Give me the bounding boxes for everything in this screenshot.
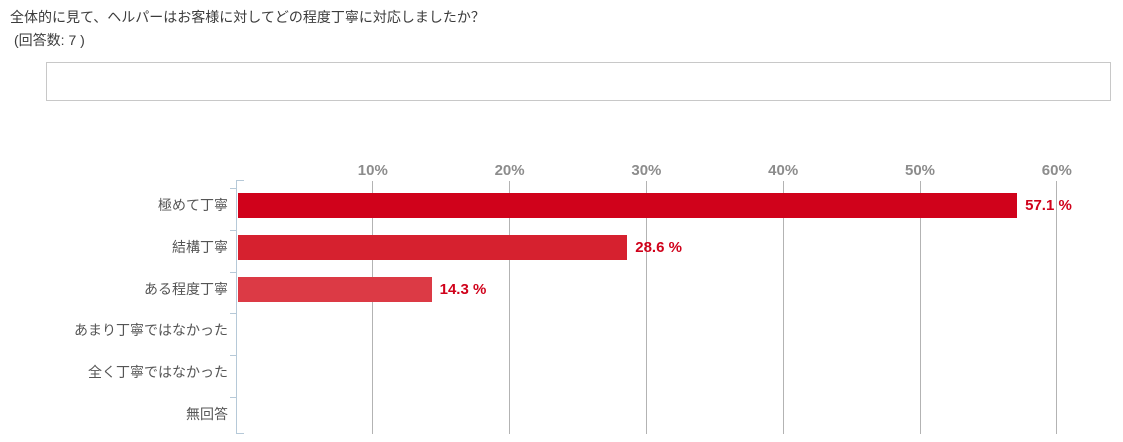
response-count: (回答数: 7 ) <box>14 32 85 48</box>
x-tick-label: 40% <box>768 162 799 179</box>
bar <box>238 235 628 261</box>
x-tick-label: 60% <box>1041 162 1072 179</box>
row-tick <box>230 188 236 190</box>
row-tick <box>230 396 236 398</box>
row-tick <box>230 313 236 315</box>
y-axis-line <box>236 180 237 434</box>
gridline <box>645 181 647 434</box>
empty-info-box <box>46 62 1111 101</box>
bar <box>238 276 432 302</box>
axis-bottom-bracket <box>236 433 244 434</box>
gridline <box>919 181 921 434</box>
x-tick-label: 10% <box>357 162 388 179</box>
bar <box>238 193 1018 219</box>
gridline <box>782 181 784 434</box>
category-label: 全く丁寧ではなかった <box>88 364 228 381</box>
category-label: 結構丁寧 <box>172 239 228 256</box>
row-tick <box>230 230 236 232</box>
category-label: ある程度丁寧 <box>144 280 228 297</box>
value-label: 14.3 % <box>439 280 487 298</box>
category-label: あまり丁寧ではなかった <box>74 322 228 339</box>
page-title: 全体的に見て、ヘルパーはお客様に対してどの程度丁寧に対応しましたか？ <box>10 9 485 25</box>
row-tick <box>230 355 236 357</box>
x-tick-label: 50% <box>904 162 936 179</box>
x-tick-label: 20% <box>494 162 525 179</box>
axis-top-bracket <box>236 180 244 181</box>
value-label: 57.1 % <box>1025 197 1072 215</box>
gridline <box>372 181 374 434</box>
gridline <box>1056 181 1058 434</box>
category-label: 無回答 <box>186 405 228 422</box>
value-label: 28.6 % <box>635 239 682 257</box>
gridline <box>509 181 511 434</box>
x-tick-label: 30% <box>631 162 662 179</box>
row-tick <box>230 271 236 273</box>
category-label: 極めて丁寧 <box>158 197 228 214</box>
